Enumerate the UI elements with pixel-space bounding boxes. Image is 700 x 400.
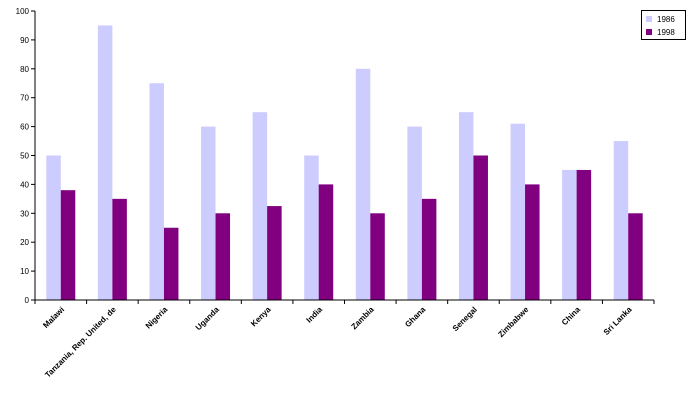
bars xyxy=(46,25,643,301)
x-tick-label: Uganda xyxy=(194,305,221,332)
legend: 1986 1998 xyxy=(641,10,686,40)
y-tick-label: 100 xyxy=(16,7,30,16)
bar-1998-3 xyxy=(215,213,231,300)
axes xyxy=(34,11,655,304)
bar-1986-3 xyxy=(201,126,216,300)
legend-label-1998: 1998 xyxy=(657,27,675,37)
bar-1998-1 xyxy=(112,198,127,300)
bar-1998-11 xyxy=(628,213,643,300)
x-tick-label: Nigeria xyxy=(144,305,170,331)
y-tick-label: 60 xyxy=(20,123,29,132)
y-tick-label: 40 xyxy=(20,180,29,189)
legend-item-1998: 1998 xyxy=(646,27,675,37)
x-tick-label: Zimbabwe xyxy=(496,305,530,339)
bar-1998-5 xyxy=(318,184,334,300)
y-tick-label: 10 xyxy=(20,267,29,276)
x-tick-label: India xyxy=(305,305,325,325)
x-tick-label: Zambia xyxy=(350,305,377,332)
y-tick-label: 90 xyxy=(20,36,29,45)
bar-1998-8 xyxy=(473,155,488,300)
x-tick-label: Ghana xyxy=(403,305,427,329)
x-tick-label: China xyxy=(560,305,582,327)
bar-1986-1 xyxy=(97,25,113,300)
bar-1998-6 xyxy=(370,213,385,300)
legend-item-1986: 1986 xyxy=(646,14,675,24)
x-tick-label: Senegal xyxy=(451,305,479,333)
y-tick-label: 50 xyxy=(20,152,29,161)
bar-1998-4 xyxy=(267,206,282,300)
y-axis-ticks: 0 10 20 30 40 50 60 70 80 90 100 xyxy=(16,7,35,305)
legend-swatch-1998 xyxy=(646,29,652,35)
x-tick-label: Malawi xyxy=(41,305,66,330)
y-tick-label: 20 xyxy=(20,238,29,247)
y-tick-label: 30 xyxy=(20,209,29,218)
bar-1986-2 xyxy=(149,83,164,300)
bar-1986-11 xyxy=(613,141,629,300)
bar-1986-5 xyxy=(304,155,319,300)
bar-1986-0 xyxy=(46,155,61,300)
bar-1998-10 xyxy=(576,169,592,300)
bar-1986-4 xyxy=(252,112,268,301)
y-tick-label: 80 xyxy=(20,65,29,74)
bar-1998-0 xyxy=(60,190,76,300)
x-tick-label: Kenya xyxy=(249,305,273,329)
bar-1998-9 xyxy=(525,184,540,300)
bar-1986-10 xyxy=(562,169,577,300)
y-tick-label: 70 xyxy=(20,94,29,103)
legend-label-1986: 1986 xyxy=(657,14,675,24)
y-tick-label: 0 xyxy=(25,296,30,305)
bar-1986-7 xyxy=(407,126,422,300)
bar-1986-9 xyxy=(510,123,526,301)
bar-1998-7 xyxy=(421,198,437,300)
legend-swatch-1986 xyxy=(646,16,652,22)
x-tick-label: Sri Lanka xyxy=(602,305,634,337)
bar-1998-2 xyxy=(163,227,179,300)
bar-1986-6 xyxy=(355,68,371,300)
bar-1986-8 xyxy=(458,112,474,301)
